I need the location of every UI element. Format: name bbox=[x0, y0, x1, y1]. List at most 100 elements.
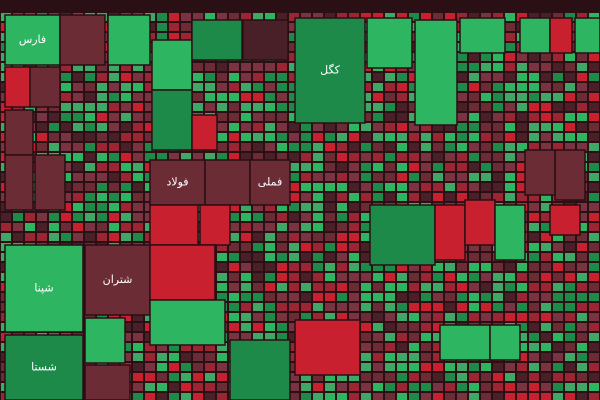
small-tile bbox=[588, 122, 600, 132]
small-tile bbox=[384, 152, 396, 162]
stock-tile bbox=[249, 159, 291, 206]
small-tile bbox=[480, 112, 492, 122]
small-tile bbox=[324, 202, 336, 212]
small-tile bbox=[528, 362, 540, 372]
small-tile bbox=[468, 122, 480, 132]
stock-tile bbox=[489, 324, 521, 361]
small-tile bbox=[408, 182, 420, 192]
small-tile bbox=[264, 62, 276, 72]
small-tile bbox=[384, 112, 396, 122]
small-tile bbox=[252, 222, 264, 232]
small-tile bbox=[48, 142, 60, 152]
small-tile bbox=[300, 302, 312, 312]
small-tile bbox=[504, 122, 516, 132]
small-tile bbox=[72, 212, 84, 222]
small-tile bbox=[312, 392, 324, 400]
small-tile bbox=[504, 42, 516, 52]
small-tile bbox=[384, 82, 396, 92]
small-tile bbox=[396, 112, 408, 122]
small-tile bbox=[564, 252, 576, 262]
small-tile bbox=[564, 372, 576, 382]
small-tile bbox=[384, 172, 396, 182]
small-tile bbox=[372, 142, 384, 152]
small-tile bbox=[540, 382, 552, 392]
small-tile bbox=[360, 292, 372, 302]
small-tile bbox=[276, 242, 288, 252]
small-tile bbox=[288, 122, 300, 132]
stock-tile bbox=[84, 317, 126, 364]
small-tile bbox=[576, 62, 588, 72]
small-tile bbox=[276, 232, 288, 242]
small-tile bbox=[420, 192, 432, 202]
small-tile bbox=[96, 132, 108, 142]
small-tile bbox=[372, 132, 384, 142]
stock-tile bbox=[204, 159, 251, 206]
small-tile bbox=[396, 122, 408, 132]
small-tile bbox=[180, 352, 192, 362]
small-tile bbox=[528, 92, 540, 102]
small-tile bbox=[288, 142, 300, 152]
small-tile bbox=[372, 172, 384, 182]
small-tile bbox=[324, 132, 336, 142]
small-tile bbox=[276, 102, 288, 112]
stock-tile bbox=[4, 334, 84, 400]
small-tile bbox=[384, 162, 396, 172]
small-tile bbox=[504, 22, 516, 32]
small-tile bbox=[84, 232, 96, 242]
small-tile bbox=[372, 182, 384, 192]
small-tile bbox=[264, 232, 276, 242]
small-tile bbox=[408, 332, 420, 342]
small-tile bbox=[324, 252, 336, 262]
small-tile bbox=[96, 72, 108, 82]
small-tile bbox=[552, 252, 564, 262]
small-tile bbox=[588, 352, 600, 362]
small-tile bbox=[372, 102, 384, 112]
small-tile bbox=[96, 202, 108, 212]
small-tile bbox=[324, 392, 336, 400]
small-tile bbox=[396, 82, 408, 92]
small-tile bbox=[300, 182, 312, 192]
small-tile bbox=[180, 372, 192, 382]
large-tiles: فارس کگل فولاد فملی شپنا شتران شستا bbox=[4, 14, 600, 400]
small-tile bbox=[456, 192, 468, 202]
small-tile bbox=[360, 342, 372, 352]
small-tile bbox=[252, 62, 264, 72]
small-tile bbox=[588, 272, 600, 282]
stock-tile bbox=[519, 17, 551, 54]
small-tile bbox=[348, 122, 360, 132]
small-tile bbox=[492, 102, 504, 112]
small-tile bbox=[120, 232, 132, 242]
small-tile bbox=[60, 212, 72, 222]
small-tile bbox=[36, 212, 48, 222]
small-tile bbox=[384, 332, 396, 342]
small-tile bbox=[480, 182, 492, 192]
small-tile bbox=[480, 72, 492, 82]
small-tile bbox=[552, 242, 564, 252]
small-tile bbox=[228, 62, 240, 72]
small-tile bbox=[588, 232, 600, 242]
small-tile bbox=[72, 202, 84, 212]
small-tile bbox=[408, 352, 420, 362]
small-tile bbox=[204, 392, 216, 400]
small-tile bbox=[96, 152, 108, 162]
small-tile bbox=[504, 292, 516, 302]
small-tile bbox=[360, 12, 372, 22]
small-tile bbox=[516, 112, 528, 122]
small-tile bbox=[420, 272, 432, 282]
small-tile bbox=[480, 152, 492, 162]
small-tile bbox=[456, 142, 468, 152]
small-tile bbox=[372, 332, 384, 342]
small-tile bbox=[576, 302, 588, 312]
small-tile bbox=[408, 272, 420, 282]
small-tile bbox=[60, 232, 72, 242]
stock-label: فولاد bbox=[166, 176, 188, 189]
small-tile bbox=[120, 92, 132, 102]
small-tile bbox=[372, 322, 384, 332]
small-tile bbox=[384, 392, 396, 400]
small-tile bbox=[480, 252, 492, 262]
small-tile bbox=[96, 212, 108, 222]
stock-tile bbox=[459, 17, 506, 54]
small-tile bbox=[504, 12, 516, 22]
small-tile bbox=[300, 122, 312, 132]
small-tile bbox=[312, 162, 324, 172]
